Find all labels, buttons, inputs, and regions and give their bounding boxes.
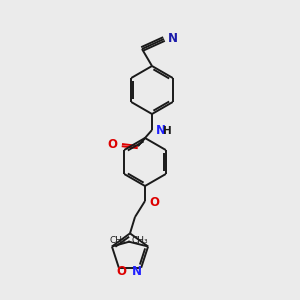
Text: N: N xyxy=(132,265,142,278)
Text: O: O xyxy=(149,196,159,208)
Text: N: N xyxy=(156,124,166,137)
Text: N: N xyxy=(168,32,178,44)
Text: O: O xyxy=(117,265,127,278)
Text: CH₃: CH₃ xyxy=(132,236,148,245)
Text: CH₃: CH₃ xyxy=(110,236,126,245)
Text: O: O xyxy=(107,137,117,151)
Text: H: H xyxy=(163,126,172,136)
